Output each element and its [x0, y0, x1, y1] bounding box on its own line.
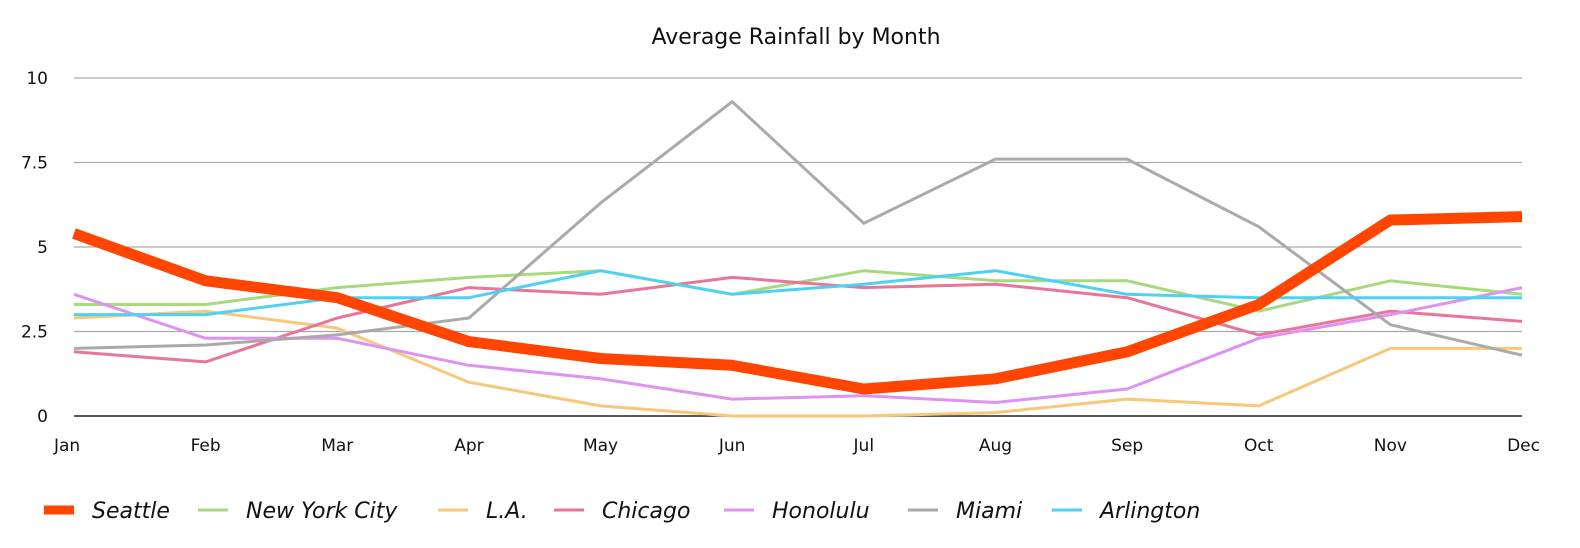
- x-tick-label: Dec: [1507, 436, 1540, 456]
- chart-title: Average Rainfall by Month: [651, 25, 940, 50]
- series-lines: [72, 100, 1523, 418]
- legend-label-chicago: Chicago: [602, 499, 690, 524]
- legend-label-honolulu: Honolulu: [772, 499, 870, 524]
- y-tick-label: 0: [37, 407, 48, 427]
- gridlines: [74, 77, 1522, 417]
- y-tick-label: 5: [37, 238, 48, 258]
- x-tick-label: Jul: [853, 436, 875, 456]
- series-line-miami: [73, 100, 1523, 357]
- x-tick-label: Jan: [53, 436, 80, 456]
- series-line-arlington: [74, 269, 1522, 317]
- x-tick-label: Nov: [1374, 436, 1407, 456]
- legend-label-miami: Miami: [956, 499, 1022, 524]
- legend: Seattle New York City L.A. Chicago Honolulu M…: [44, 499, 1200, 524]
- x-axis-ticks: Jan Feb Mar Apr May Jun Jul Aug Sep Oct Nov Dec: [53, 436, 1540, 456]
- legend-label-arlington: Arlington: [1098, 499, 1200, 524]
- series-line-chicago: [73, 275, 1523, 364]
- series-line-honolulu: [73, 286, 1523, 404]
- x-tick-label: Sep: [1111, 436, 1143, 456]
- legend-label-new-york-city: New York City: [246, 499, 398, 524]
- x-tick-label: Aug: [979, 436, 1012, 456]
- y-tick-label: 7.5: [21, 154, 48, 174]
- legend-label-seattle: Seattle: [92, 499, 170, 524]
- legend-label-l-a: L.A.: [486, 499, 528, 524]
- y-tick-label: 10: [26, 69, 48, 89]
- x-tick-label: Oct: [1244, 436, 1274, 456]
- x-tick-label: May: [583, 436, 618, 456]
- x-tick-label: Feb: [191, 436, 221, 456]
- x-tick-label: Apr: [454, 436, 483, 456]
- x-tick-label: Jun: [718, 436, 746, 456]
- x-tick-label: Mar: [321, 436, 353, 456]
- y-axis-ticks: 0 2.5 5 7.5 10: [21, 69, 48, 427]
- series-line-seattle: [72, 211, 1523, 395]
- y-tick-label: 2.5: [21, 323, 48, 343]
